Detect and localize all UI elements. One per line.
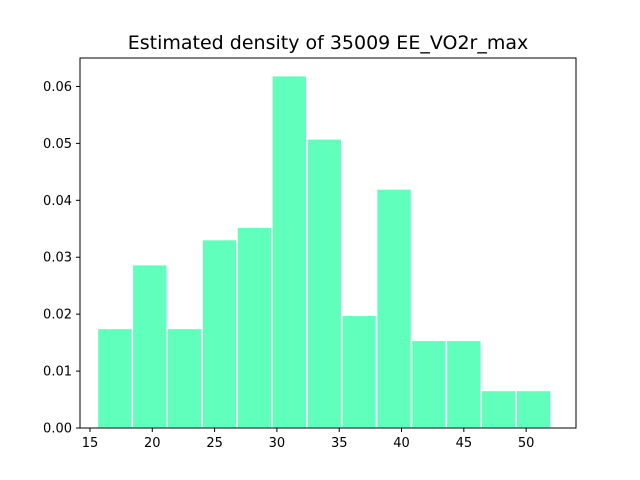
x-tick-label: 35: [331, 436, 348, 451]
y-axis: 0.00 0.01 0.02 0.03 0.04 0.05 0.06: [43, 80, 80, 437]
histogram-bar: [445, 339, 483, 429]
x-tick-label: 50: [518, 436, 535, 451]
y-tick-label: 0.03: [43, 251, 72, 266]
histogram-bar: [166, 327, 203, 429]
histogram-bar: [96, 327, 134, 429]
x-tick-label: 45: [456, 436, 473, 451]
histogram-bar: [375, 188, 413, 429]
y-tick-label: 0.02: [43, 308, 72, 323]
y-tick-label: 0.00: [43, 422, 72, 437]
y-tick-label: 0.05: [43, 137, 72, 152]
x-tick-label: 25: [206, 436, 223, 451]
chart-title: Estimated density of 35009 EE_VO2r_max: [128, 32, 528, 54]
histogram-bar: [515, 389, 552, 429]
histogram-bar: [410, 339, 448, 429]
histogram-bars: [96, 74, 552, 429]
histogram-bar: [340, 314, 378, 429]
x-tick-label: 15: [82, 436, 99, 451]
x-tick-label: 20: [144, 436, 161, 451]
histogram-bar: [271, 74, 308, 429]
histogram-bar: [236, 226, 273, 429]
histogram-bar: [480, 389, 517, 429]
y-tick-label: 0.04: [43, 194, 72, 209]
x-axis: 15 20 25 30 35 40 45 50: [82, 428, 535, 451]
plot-area-frame: [79, 57, 577, 429]
histogram-bar: [131, 263, 168, 429]
x-tick-label: 40: [393, 436, 410, 451]
x-tick-label: 30: [269, 436, 286, 451]
y-tick-label: 0.01: [43, 365, 72, 380]
y-tick-label: 0.06: [43, 80, 72, 95]
histogram-bar: [201, 238, 238, 429]
histogram-bar: [306, 138, 343, 429]
